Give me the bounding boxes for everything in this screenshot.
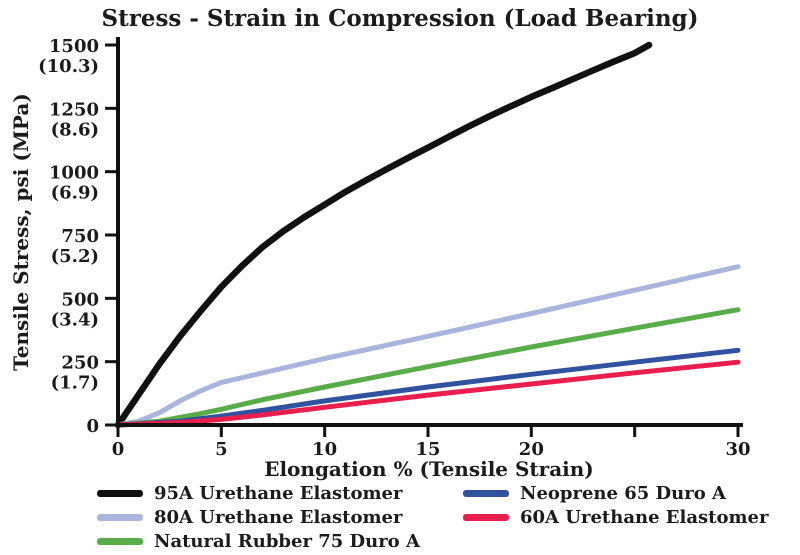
y-tick-label-mpa: (3.4)	[51, 309, 99, 330]
legend-swatch	[97, 489, 143, 497]
y-tick-label-mpa: (5.2)	[51, 246, 99, 267]
x-tick-label: 10	[312, 439, 337, 460]
legend-swatch	[97, 513, 143, 521]
legend-label: 60A Urethane Elastomer	[520, 506, 769, 528]
series-line-2	[115, 307, 741, 428]
y-tick-label-mpa: (10.3)	[38, 56, 99, 77]
legend-label: Neoprene 65 Duro A	[520, 482, 726, 504]
legend-item: 95A Urethane Elastomer	[97, 481, 463, 505]
y-tick-label: 250	[61, 353, 99, 374]
y-tick-label-mpa: (6.9)	[51, 183, 99, 204]
y-tick-label-mpa: (1.7)	[51, 373, 99, 394]
legend-swatch	[97, 537, 143, 545]
series-line-1	[115, 264, 741, 428]
legend-item: Neoprene 65 Duro A	[463, 481, 768, 505]
x-axis-title: Elongation % (Tensile Strain)	[264, 457, 594, 481]
legend-column-right: Neoprene 65 Duro A 60A Urethane Elastomer	[463, 481, 768, 553]
legend-column-left: 95A Urethane Elastomer 80A Urethane Elast…	[97, 481, 463, 553]
y-tick-label: 1500	[49, 36, 99, 57]
legend-item: 60A Urethane Elastomer	[463, 505, 768, 529]
x-tick-label: 20	[519, 439, 544, 460]
legend-label: 95A Urethane Elastomer	[154, 482, 403, 504]
chart-title: Stress - Strain in Compression (Load Bea…	[101, 5, 699, 32]
y-tick-label: 500	[61, 289, 99, 310]
legend-swatch	[463, 489, 509, 497]
x-tick-label: 0	[112, 439, 125, 460]
legend-item: Natural Rubber 75 Duro A	[97, 529, 463, 553]
y-tick-label: 750	[61, 226, 99, 247]
y-tick-label: 1250	[49, 99, 99, 120]
series-line-0	[114, 41, 653, 429]
x-tick-label: 15	[415, 439, 440, 460]
y-tick-label: 1000	[49, 163, 99, 184]
y-tick-label: 0	[86, 416, 99, 437]
legend-label: 80A Urethane Elastomer	[154, 506, 403, 528]
legend-swatch	[463, 513, 509, 521]
x-tick-label: 30	[725, 439, 750, 460]
legend: 95A Urethane Elastomer 80A Urethane Elast…	[97, 481, 796, 553]
series-line-4	[115, 359, 741, 428]
x-tick-label: 5	[215, 439, 228, 460]
legend-item: 80A Urethane Elastomer	[97, 505, 463, 529]
legend-label: Natural Rubber 75 Duro A	[154, 530, 420, 552]
y-tick-label-mpa: (8.6)	[51, 119, 99, 140]
